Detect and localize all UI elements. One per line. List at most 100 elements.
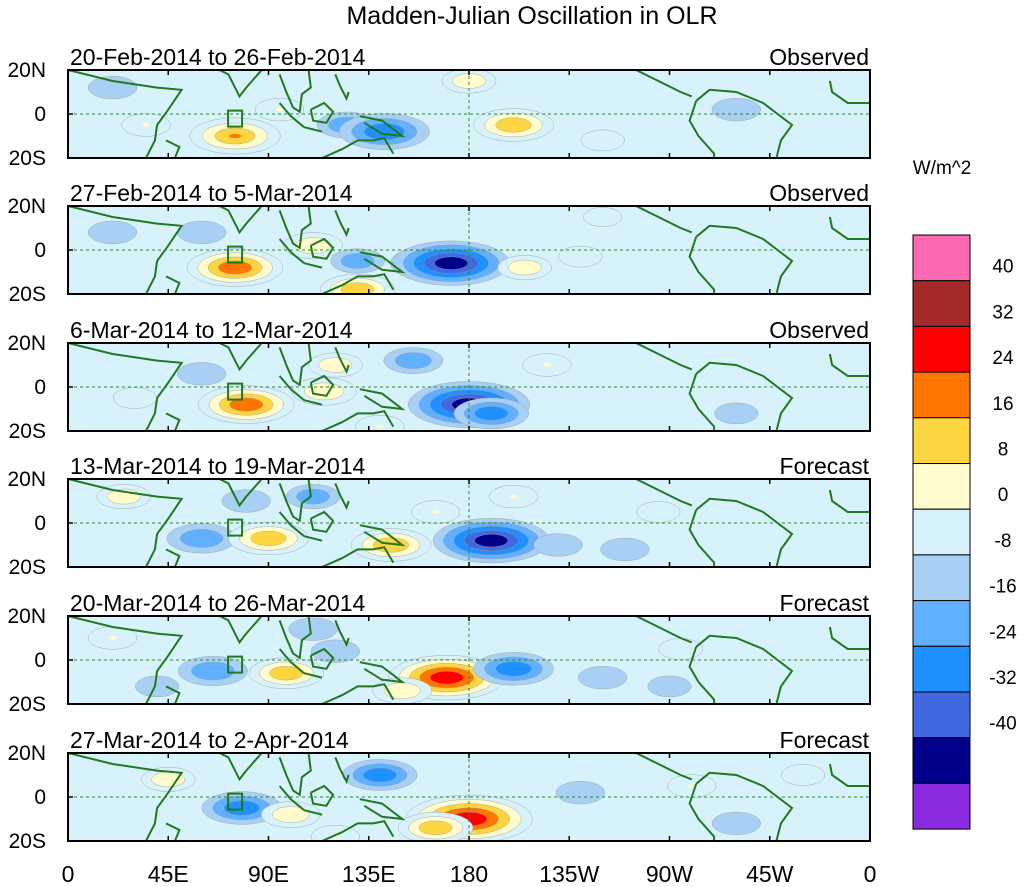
anomaly-blob: [372, 677, 432, 704]
panel-1: 20N 0 20S 20-Feb-2014 to 26-Feb-2014 Observe…: [7, 44, 871, 170]
anomaly-peak: [542, 363, 551, 367]
coastlines: [68, 753, 870, 841]
anomaly-blob: [221, 489, 271, 513]
y-tick-label: 20S: [9, 283, 46, 306]
anomaly-blob: [488, 485, 539, 509]
anomaly-blob: [711, 811, 761, 835]
x-tick-label: 45E: [148, 861, 189, 887]
anomaly-blob: [121, 113, 171, 137]
coastlines: [68, 616, 870, 704]
panels-group: 20N 0 20S 20-Feb-2014 to 26-Feb-2014 Observe…: [7, 44, 871, 853]
anomaly-blob: [392, 240, 510, 286]
anomaly-peak: [442, 260, 460, 267]
legend-swatch: [912, 325, 971, 373]
legend-label: 0: [998, 485, 1009, 506]
anomaly-blob: [522, 353, 572, 377]
reference-box: [227, 518, 244, 537]
anomaly-peak: [508, 666, 519, 671]
panel-status: Forecast: [780, 590, 870, 616]
anomaly-peak: [353, 259, 362, 263]
anomaly-peak: [375, 773, 385, 777]
chart-title: Madden-Julian Oscillation in OLR: [346, 2, 717, 30]
anomaly-peak: [239, 402, 253, 407]
legend-label: -32: [989, 668, 1016, 689]
anomaly-blob: [397, 812, 474, 841]
anomaly-blob: [355, 415, 405, 431]
legend-label: 16: [992, 394, 1013, 415]
anomaly-peak: [576, 254, 585, 259]
anomaly-blob: [441, 70, 497, 94]
anomaly-peak: [520, 265, 529, 270]
panel-period: 20-Feb-2014 to 26-Feb-2014: [70, 44, 366, 70]
panel-period: 20-Mar-2014 to 26-Mar-2014: [70, 590, 366, 616]
y-tick-label: 20S: [9, 830, 46, 853]
anomaly-blob: [714, 402, 759, 425]
anomaly-blob: [600, 537, 650, 561]
anomaly-blob: [383, 347, 444, 374]
x-tick-label: 90E: [248, 861, 289, 887]
anomaly-blob: [87, 76, 138, 100]
anomaly-peak: [438, 674, 456, 681]
anomaly-blob: [453, 397, 529, 430]
panel-period: 6-Mar-2014 to 12-Mar-2014: [70, 317, 353, 343]
y-tick-label: 20N: [7, 332, 46, 355]
coastlines: [68, 206, 870, 294]
anomaly-blob: [647, 675, 692, 698]
anomaly-peak: [620, 547, 629, 552]
anomaly-blob: [288, 617, 338, 641]
anomaly-peak: [375, 424, 384, 429]
panel-4: 20N 0 20S 13-Mar-2014 to 19-Mar-2014 Forecas…: [7, 453, 871, 579]
anomaly-blob: [228, 521, 309, 555]
anomaly-peak: [108, 230, 117, 235]
anomaly-blob: [473, 652, 554, 686]
y-tick-label: 20N: [7, 742, 46, 765]
anomaly-blob: [578, 666, 628, 690]
legend-swatch: [912, 737, 971, 784]
panel-period: 13-Mar-2014 to 19-Mar-2014: [70, 453, 366, 479]
anomaly-peak: [331, 363, 340, 367]
y-tick-label: 0: [34, 512, 46, 535]
y-tick-label: 20N: [7, 59, 46, 82]
legend-swatch: [912, 554, 971, 602]
anomaly-peak: [687, 784, 696, 788]
anomaly-peak: [409, 358, 418, 363]
anomaly-peak: [108, 85, 117, 90]
anomaly-peak: [676, 647, 685, 651]
anomaly-peak: [197, 230, 206, 235]
anomaly-blob: [112, 387, 157, 409]
anomaly-blob: [781, 764, 826, 786]
panel-6: 20N 0 20S 27-Mar-2014 to 2-Apr-2014 Forecast: [7, 727, 871, 853]
anomaly-peak: [598, 675, 607, 680]
y-tick-label: 20S: [9, 556, 46, 579]
y-tick-label: 20N: [7, 468, 46, 491]
y-tick-label: 0: [34, 376, 46, 399]
legend-swatch: [912, 417, 971, 464]
reference-box: [227, 109, 244, 128]
anomaly-peak: [141, 123, 150, 127]
panel-period: 27-Feb-2014 to 5-Mar-2014: [70, 180, 353, 206]
anomaly-blob: [497, 255, 552, 281]
anomaly-blob: [189, 117, 281, 155]
anomaly-blob: [285, 484, 341, 509]
panel-status: Observed: [769, 44, 869, 70]
anomaly-peak: [275, 107, 284, 112]
anomaly-blob: [711, 98, 761, 122]
anomaly-peak: [509, 494, 518, 499]
anomaly-peak: [554, 543, 563, 547]
legend-swatch: [912, 371, 971, 419]
anomaly-blob: [330, 248, 385, 274]
anomaly-peak: [331, 649, 340, 654]
anomaly-peak: [197, 371, 206, 376]
anomaly-peak: [286, 812, 295, 817]
anomaly-peak: [130, 396, 139, 400]
legend-swatch: [912, 234, 971, 282]
y-tick-label: 0: [34, 239, 46, 262]
panel-5: 20N 0 20S 20-Mar-2014 to 26-Mar-2014 Forecas…: [7, 590, 871, 716]
color-legend: W/m^2 40 32 24 16 8 0 -8 -16 -24 -32 -40: [912, 158, 1017, 830]
y-tick-label: 0: [34, 103, 46, 126]
panel-period: 27-Mar-2014 to 2-Apr-2014: [70, 727, 349, 753]
y-tick-label: 0: [34, 786, 46, 809]
anomaly-blob: [555, 781, 605, 805]
anomaly-blob: [432, 518, 550, 564]
